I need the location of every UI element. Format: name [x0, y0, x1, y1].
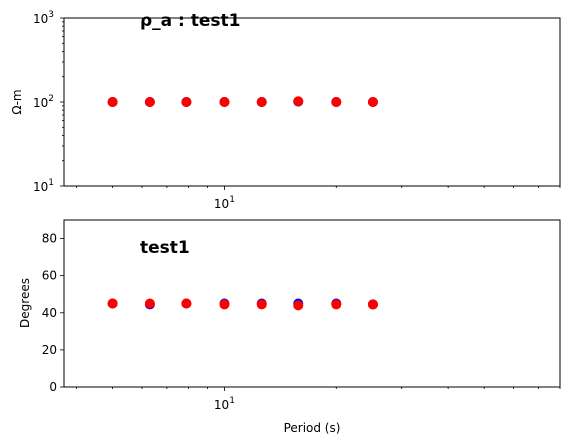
red-data-point [293, 300, 304, 311]
red-data-point [256, 299, 267, 310]
y-tick-label: 101 [33, 178, 54, 194]
y-tick-label: 20 [42, 343, 57, 357]
y-tick-label: 102 [33, 94, 54, 110]
red-data-point [331, 299, 342, 310]
red-data-point [256, 97, 267, 107]
resistivity-plot-frame [63, 17, 561, 187]
red-data-point [144, 298, 155, 309]
red-data-point [144, 97, 155, 107]
y-tick-label: 0 [49, 380, 57, 394]
period-x-axis-label: Period (s) [284, 421, 341, 435]
y-tick-label: 103 [33, 10, 54, 26]
red-data-point [107, 97, 118, 107]
resistivity-title: ρ_a : test1 [140, 11, 241, 31]
red-data-point [219, 97, 230, 107]
red-data-point [331, 97, 342, 107]
resistivity-panel: ρ_a : test1 Ω-m 101 101 102 103 [10, 10, 561, 211]
red-data-point [367, 299, 378, 310]
phase-panel: test1 Degrees Period (s) 101 0 20 40 60 80 [18, 219, 561, 435]
red-data-point [181, 298, 192, 309]
phase-axis-ticks: 101 0 20 40 60 80 [42, 232, 561, 412]
red-data-point [293, 96, 304, 107]
red-data-point [219, 299, 230, 310]
resistivity-axis-ticks: 101 101 102 103 [33, 10, 561, 211]
y-tick-label: 80 [42, 232, 57, 246]
x-tick-label: 101 [214, 195, 235, 211]
phase-points [107, 298, 378, 311]
phase-plot-frame [63, 219, 561, 388]
red-data-point [181, 97, 192, 107]
red-data-point [107, 298, 118, 309]
phase-title: test1 [140, 238, 190, 258]
resistivity-points [107, 96, 378, 107]
phase-y-axis-label: Degrees [18, 278, 32, 328]
x-tick-label: 101 [214, 396, 235, 412]
resistivity-y-axis-label: Ω-m [10, 89, 24, 114]
y-tick-label: 60 [42, 269, 57, 283]
red-data-point [367, 97, 378, 107]
y-tick-label: 40 [42, 306, 57, 320]
